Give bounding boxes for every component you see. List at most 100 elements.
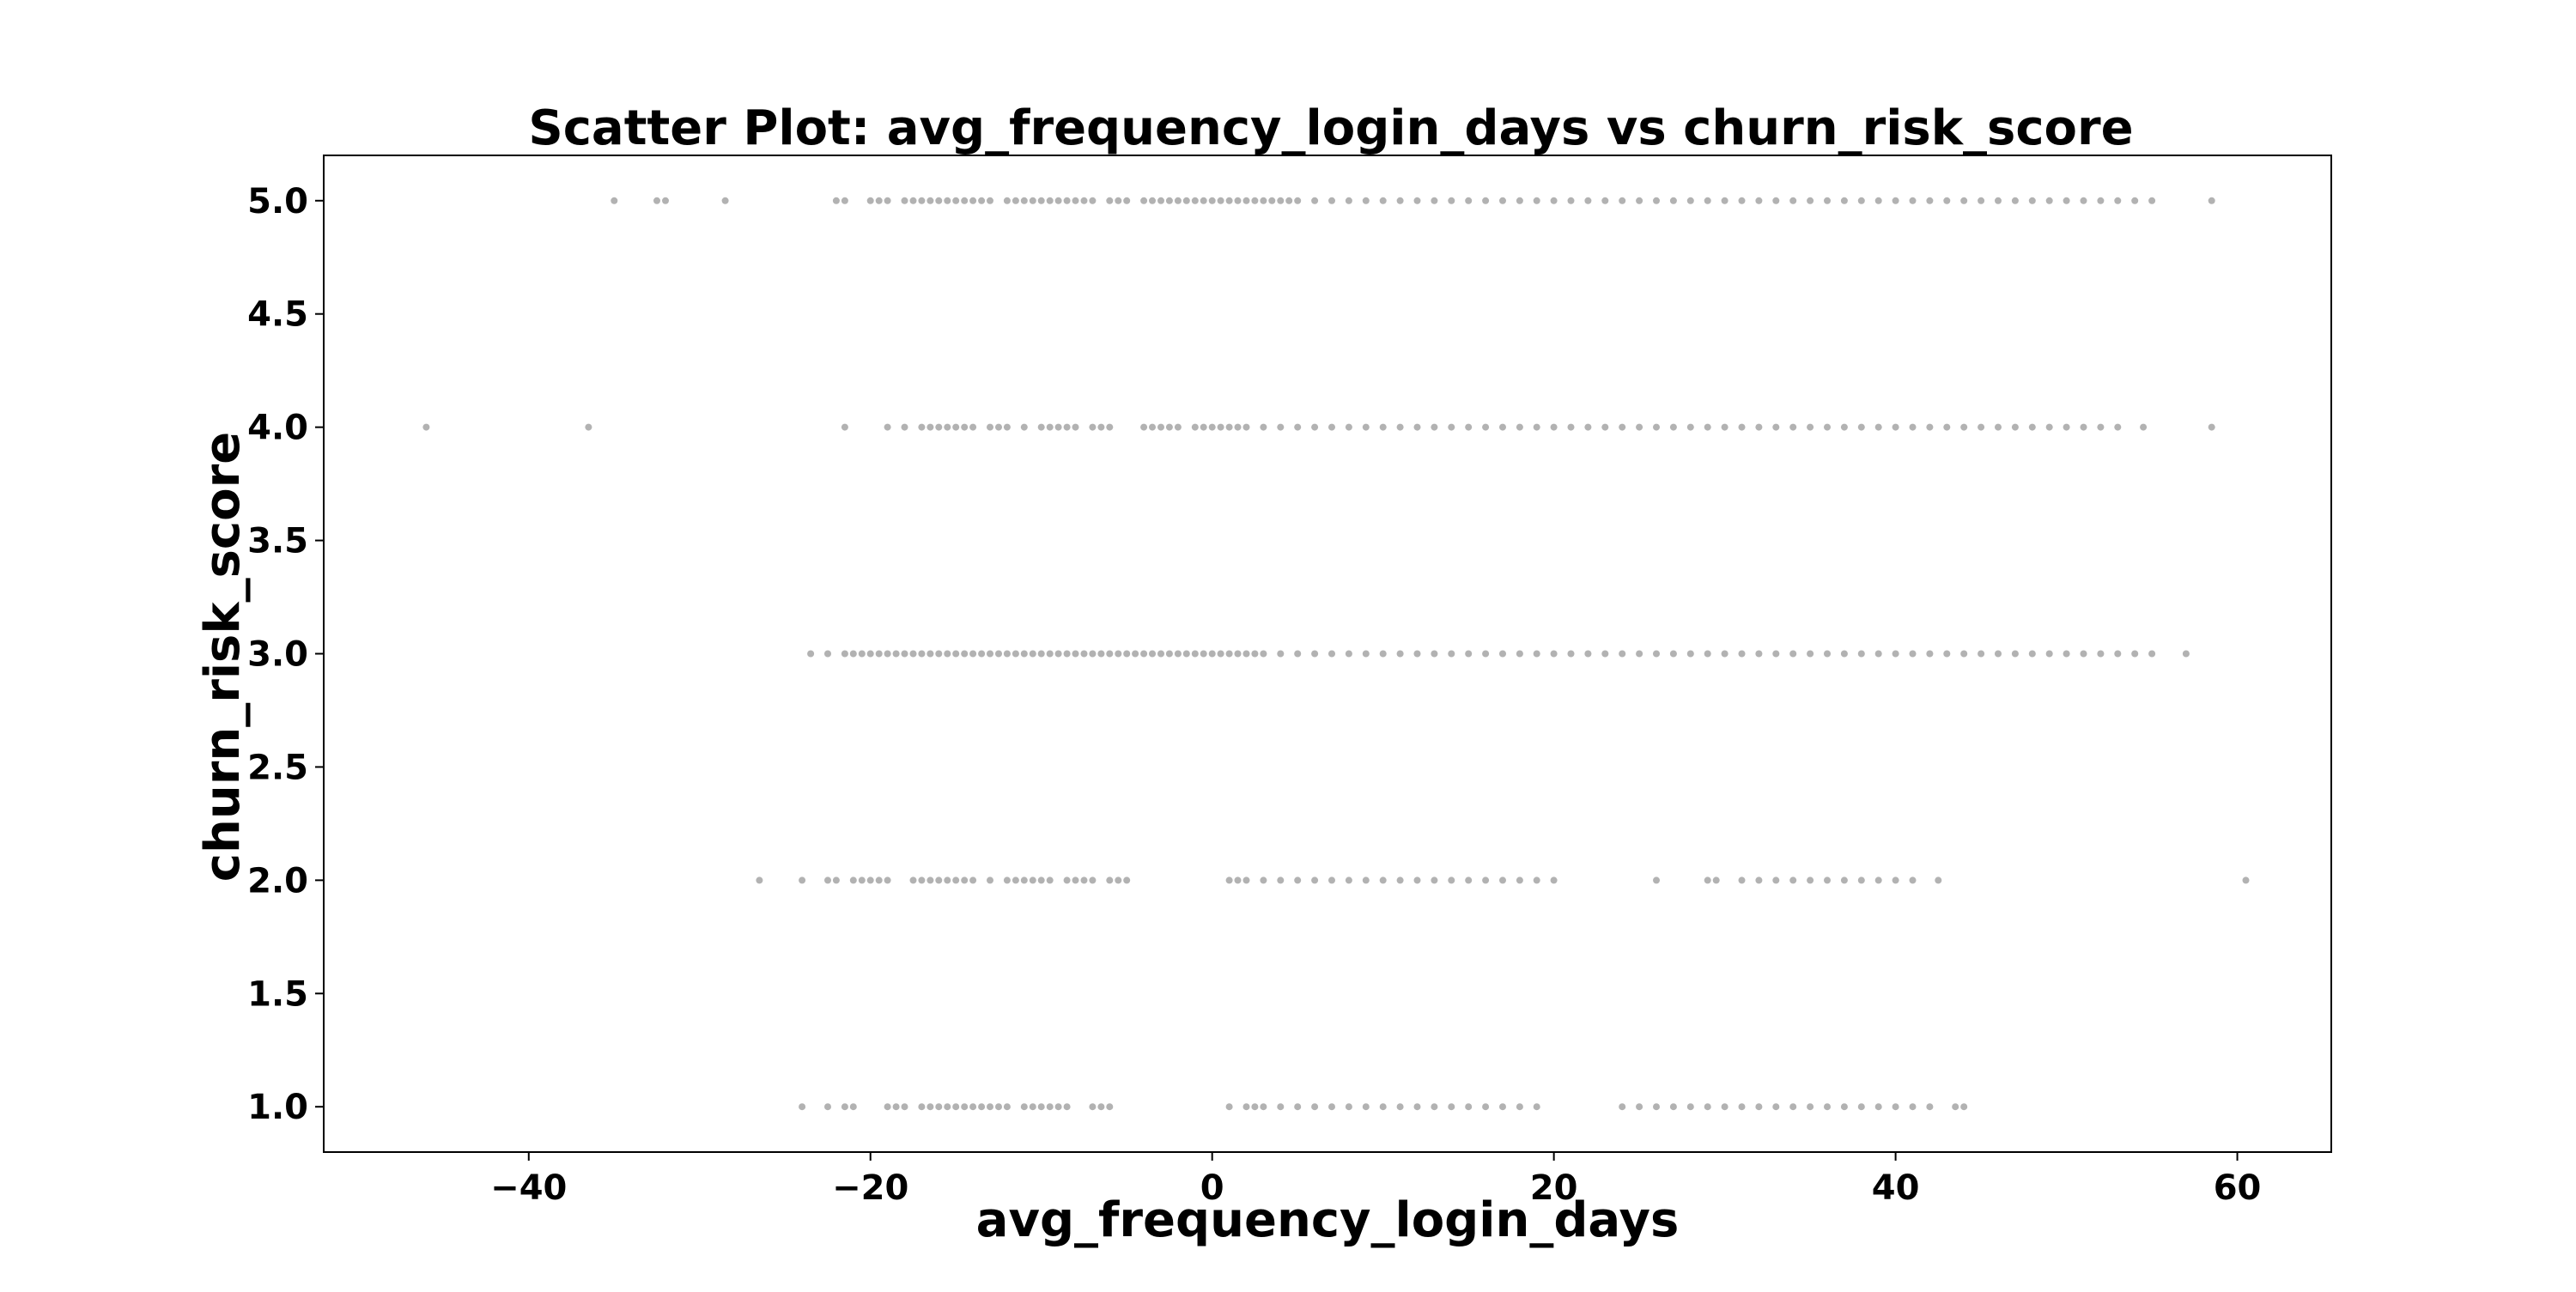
- scatter-point: [1533, 423, 1540, 431]
- scatter-point: [1046, 876, 1054, 884]
- scatter-point: [1738, 1103, 1746, 1111]
- scatter-point: [944, 197, 951, 204]
- scatter-point: [1020, 650, 1028, 658]
- scatter-point: [1874, 1103, 1882, 1111]
- scatter-point: [987, 876, 993, 884]
- scatter-point: [1636, 197, 1643, 204]
- scatter-point: [1037, 423, 1045, 431]
- scatter-point: [1653, 650, 1660, 658]
- scatter-point: [1619, 197, 1626, 204]
- scatter-point: [1712, 876, 1720, 884]
- scatter-point: [1165, 650, 1173, 658]
- scatter-point: [901, 650, 908, 658]
- scatter-point: [1345, 650, 1352, 658]
- scatter-point: [858, 876, 866, 884]
- scatter-point: [1807, 1103, 1814, 1111]
- scatter-point: [1840, 650, 1848, 658]
- scatter-point: [1294, 876, 1302, 884]
- scatter-point: [1115, 876, 1122, 884]
- scatter-point: [1704, 423, 1711, 431]
- scatter-point: [1840, 876, 1848, 884]
- scatter-point: [1619, 423, 1626, 431]
- scatter-point: [1020, 876, 1028, 884]
- scatter-point: [1874, 423, 1882, 431]
- scatter-point: [1242, 197, 1250, 204]
- scatter-point: [987, 1103, 993, 1111]
- scatter-point: [1653, 423, 1660, 431]
- scatter-point: [1721, 423, 1728, 431]
- scatter-point: [969, 197, 977, 204]
- scatter-point: [1960, 650, 1968, 658]
- scatter-point: [2148, 197, 2156, 204]
- scatter-point: [1379, 876, 1387, 884]
- scatter-point: [841, 197, 848, 204]
- scatter-point: [995, 423, 1002, 431]
- scatter-point: [1046, 423, 1054, 431]
- scatter-point: [969, 650, 977, 658]
- scatter-point: [927, 1103, 934, 1111]
- scatter-point: [1379, 650, 1387, 658]
- scatter-point: [1755, 1103, 1763, 1111]
- x-tick-label: 20: [1530, 1168, 1578, 1208]
- x-axis: −40 −20 0 20 40 60: [490, 1152, 2261, 1208]
- scatter-point: [1482, 423, 1490, 431]
- scatter-point: [1260, 876, 1267, 884]
- scatter-point: [1465, 197, 1473, 204]
- scatter-point: [1089, 197, 1097, 204]
- scatter-point: [1191, 650, 1199, 658]
- scatter-point: [1285, 197, 1293, 204]
- scatter-point: [995, 1103, 1002, 1111]
- scatter-point: [1225, 197, 1233, 204]
- scatter-point: [1294, 423, 1302, 431]
- scatter-point: [1260, 650, 1267, 658]
- scatter-point: [1260, 423, 1267, 431]
- scatter-point: [1789, 876, 1797, 884]
- scatter-point: [585, 423, 592, 431]
- scatter-point: [1499, 1103, 1506, 1111]
- scatter-point: [1567, 650, 1575, 658]
- scatter-point: [866, 650, 874, 658]
- scatter-point: [918, 1103, 926, 1111]
- scatter-point: [1550, 197, 1558, 204]
- scatter-point: [1533, 197, 1540, 204]
- y-tick-label: 5.0: [247, 182, 308, 221]
- scatter-point: [1072, 197, 1079, 204]
- scatter-point: [832, 876, 840, 884]
- scatter-point: [1020, 1103, 1028, 1111]
- scatter-point: [978, 197, 986, 204]
- scatter-point: [1268, 197, 1276, 204]
- scatter-point: [1738, 423, 1746, 431]
- scatter-point: [1669, 650, 1677, 658]
- scatter-point: [1345, 876, 1352, 884]
- scatter-point: [2140, 423, 2148, 431]
- scatter-point: [1995, 197, 2002, 204]
- scatter-point: [1012, 650, 1019, 658]
- scatter-point: [1225, 650, 1233, 658]
- scatter-point: [1807, 650, 1814, 658]
- scatter-point: [901, 423, 908, 431]
- scatter-point: [1003, 650, 1011, 658]
- scatter-point: [1686, 650, 1694, 658]
- scatter-point: [1294, 1103, 1302, 1111]
- y-tick-label: 2.5: [247, 748, 308, 787]
- scatter-point: [1260, 197, 1267, 204]
- scatter-point: [1909, 197, 1917, 204]
- y-tick-label: 3.5: [247, 522, 308, 561]
- scatter-point: [1943, 197, 1951, 204]
- scatter-point: [927, 876, 934, 884]
- scatter-point: [1089, 1103, 1097, 1111]
- scatter-point: [1225, 876, 1233, 884]
- scatter-point: [721, 197, 729, 204]
- scatter-point: [1857, 650, 1865, 658]
- x-tick-label: 0: [1200, 1168, 1224, 1208]
- scatter-point: [2097, 423, 2105, 431]
- scatter-point: [1251, 1103, 1259, 1111]
- y-tick-label: 4.5: [247, 295, 308, 335]
- scatter-point: [1943, 423, 1951, 431]
- scatter-point: [1601, 650, 1609, 658]
- scatter-point: [1482, 1103, 1490, 1111]
- scatter-point: [1482, 197, 1490, 204]
- scatter-point: [2063, 423, 2070, 431]
- scatter-point: [1345, 423, 1352, 431]
- scatter-point: [1294, 650, 1302, 658]
